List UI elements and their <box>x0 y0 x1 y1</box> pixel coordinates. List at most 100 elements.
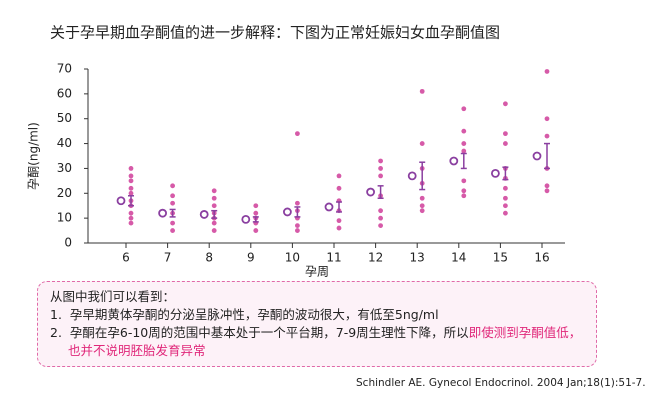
x-tick-label: 12 <box>368 251 383 265</box>
x-tick-label: 14 <box>451 251 466 265</box>
data-point <box>419 203 425 209</box>
data-point <box>295 200 300 206</box>
data-point <box>544 116 550 122</box>
item-number: 1. <box>50 307 62 322</box>
item-highlight: 即使测到孕酮值低，也并不说明胚胎发育异常 <box>68 325 582 358</box>
note-heading: 从图中我们可以看到： <box>50 289 176 304</box>
data-point <box>503 195 508 201</box>
x-tick-label: 13 <box>410 251 425 265</box>
data-point <box>211 203 217 209</box>
data-point <box>461 106 467 112</box>
data-point <box>503 131 508 137</box>
y-tick-label: 50 <box>57 111 72 125</box>
data-point <box>170 183 176 189</box>
data-point <box>544 69 550 74</box>
data-point <box>295 131 300 137</box>
data-point <box>336 185 342 191</box>
mean-marker <box>282 207 292 217</box>
item-text: 孕酮在孕6-10周的范围中基本处于一个平台期，7-9周生理性下降，所以 <box>69 325 469 340</box>
data-point <box>461 141 467 146</box>
y-tick-label: 10 <box>57 211 72 225</box>
y-tick-label: 20 <box>57 186 72 200</box>
data-point <box>253 203 259 209</box>
note-item: 2. 孕酮在孕6-10周的范围中基本处于一个平台期，7-9周生理性下降，所以即使… <box>50 324 584 360</box>
x-tick-label: 9 <box>247 251 255 265</box>
data-point <box>128 220 134 226</box>
data-point <box>295 223 300 229</box>
data-point <box>503 141 508 146</box>
data-point <box>170 220 176 226</box>
data-point <box>128 185 134 191</box>
x-tick-label: 16 <box>534 251 549 265</box>
mean-marker <box>490 168 500 178</box>
x-tick-label: 10 <box>285 251 300 265</box>
data-point <box>336 218 342 224</box>
mean-marker <box>199 210 209 219</box>
data-point <box>419 208 425 214</box>
data-point <box>128 178 134 184</box>
data-point <box>503 101 508 107</box>
data-point <box>461 188 467 194</box>
data-point <box>378 173 383 179</box>
item-text: 孕早期黄体孕酮的分泌呈脉冲性，孕酮的波动很大，有低至5ng/ml <box>69 307 439 322</box>
y-tick-label: 70 <box>57 62 72 76</box>
data-point <box>419 141 425 146</box>
mean-marker <box>324 202 334 212</box>
x-tick-label: 7 <box>164 251 172 265</box>
data-point <box>419 88 425 94</box>
data-point <box>544 183 550 189</box>
y-axis-label: 孕酮(ng/ml) <box>27 122 41 190</box>
mean-marker <box>366 187 376 197</box>
data-point <box>461 178 467 184</box>
mean-marker <box>241 214 251 224</box>
y-tick-label: 30 <box>57 161 72 175</box>
mean-marker <box>407 171 417 181</box>
data-point <box>295 228 300 233</box>
data-point <box>378 158 383 164</box>
note-box: 从图中我们可以看到： 1. 孕早期黄体孕酮的分泌呈脉冲性，孕酮的波动很大，有低至… <box>37 281 597 367</box>
citation: Schindler AE. Gynecol Endocrinol. 2004 J… <box>356 377 646 389</box>
chart-title: 关于孕早期血孕酮值的进一步解释：下图为正常妊娠妇女血孕酮值图 <box>50 24 500 42</box>
x-tick-label: 11 <box>326 251 341 265</box>
data-point <box>461 148 467 154</box>
data-point <box>211 228 217 233</box>
note-item: 1. 孕早期黄体孕酮的分泌呈脉冲性，孕酮的波动很大，有低至5ng/ml <box>50 306 584 324</box>
x-tick-label: 6 <box>122 251 130 265</box>
data-point <box>128 215 134 221</box>
data-point <box>170 228 176 233</box>
data-point <box>128 166 134 171</box>
data-point <box>128 173 134 179</box>
x-tick-label: 8 <box>205 251 213 265</box>
x-tick-label: 15 <box>493 251 508 265</box>
data-point <box>378 215 383 221</box>
data-point <box>253 228 259 233</box>
data-point <box>378 208 383 214</box>
data-point <box>253 210 259 216</box>
data-point <box>503 185 508 191</box>
data-point <box>503 203 508 209</box>
data-point <box>544 188 550 194</box>
x-axis-label: 孕周 <box>305 265 329 279</box>
data-point <box>336 173 342 179</box>
item-number: 2. <box>50 325 62 340</box>
data-point <box>128 190 134 196</box>
data-point <box>211 220 217 226</box>
y-tick-label: 60 <box>57 86 72 100</box>
data-point <box>211 188 217 194</box>
data-point <box>211 195 217 201</box>
mean-marker <box>158 208 168 218</box>
data-point <box>170 200 176 206</box>
data-point <box>419 195 425 201</box>
data-point <box>378 223 383 229</box>
data-point <box>461 128 467 134</box>
mean-marker <box>532 151 542 161</box>
data-point <box>503 210 508 216</box>
mean-marker <box>449 156 459 166</box>
y-tick-label: 0 <box>64 236 72 250</box>
data-point <box>461 193 467 199</box>
data-point <box>128 210 134 216</box>
data-point <box>378 166 383 171</box>
y-tick-label: 40 <box>57 136 72 150</box>
